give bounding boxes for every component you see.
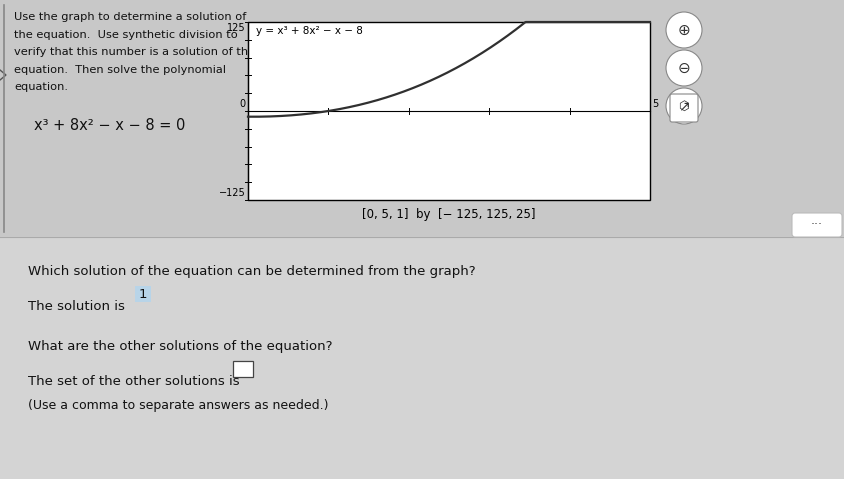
Text: −125: −125 xyxy=(219,188,246,198)
Text: Use the graph to determine a solution of: Use the graph to determine a solution of xyxy=(14,12,246,22)
Circle shape xyxy=(665,12,701,48)
Bar xyxy=(233,361,252,377)
Text: What are the other solutions of the equation?: What are the other solutions of the equa… xyxy=(28,340,332,353)
Text: equation.: equation. xyxy=(14,82,68,92)
Text: Which solution of the equation can be determined from the graph?: Which solution of the equation can be de… xyxy=(28,265,475,278)
Circle shape xyxy=(665,50,701,86)
Text: verify that this number is a solution of the: verify that this number is a solution of… xyxy=(14,47,255,57)
Bar xyxy=(247,22,649,200)
Text: 1: 1 xyxy=(138,287,147,300)
Text: The set of the other solutions is: The set of the other solutions is xyxy=(28,375,244,388)
Text: x³ + 8x² − x − 8 = 0: x³ + 8x² − x − 8 = 0 xyxy=(34,117,185,133)
Text: ⬡: ⬡ xyxy=(678,100,689,113)
Circle shape xyxy=(665,88,701,124)
Text: ⊖: ⊖ xyxy=(677,60,690,76)
Text: ↗: ↗ xyxy=(678,99,689,113)
FancyBboxPatch shape xyxy=(669,94,697,122)
Text: 0: 0 xyxy=(240,99,246,109)
Bar xyxy=(135,286,151,302)
Text: the equation.  Use synthetic division to: the equation. Use synthetic division to xyxy=(14,30,237,39)
Text: ⊕: ⊕ xyxy=(677,23,690,37)
Bar xyxy=(0,237,844,479)
Text: ···: ··· xyxy=(810,218,822,231)
Text: y = x³ + 8x² − x − 8: y = x³ + 8x² − x − 8 xyxy=(256,26,362,36)
Text: equation.  Then solve the polynomial: equation. Then solve the polynomial xyxy=(14,65,225,75)
Text: The solution is: The solution is xyxy=(28,300,129,313)
Text: 5: 5 xyxy=(652,99,657,109)
Text: (Use a comma to separate answers as needed.): (Use a comma to separate answers as need… xyxy=(28,399,328,412)
Text: 125: 125 xyxy=(227,23,246,33)
FancyBboxPatch shape xyxy=(791,213,841,237)
Text: [0, 5, 1]  by  [− 125, 125, 25]: [0, 5, 1] by [− 125, 125, 25] xyxy=(362,208,535,221)
